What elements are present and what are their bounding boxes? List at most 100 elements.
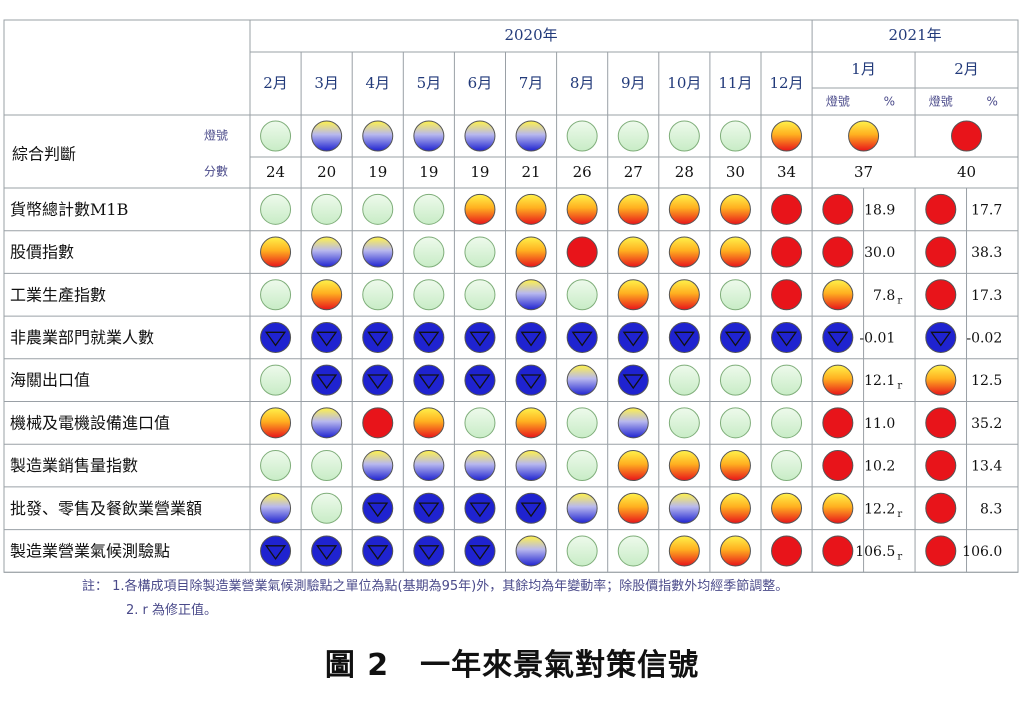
signal-light [515, 535, 547, 567]
signal-light [925, 535, 957, 567]
percent-value: 10.2 [864, 459, 895, 475]
signal-light [464, 492, 496, 524]
signal-light [413, 120, 445, 152]
month-label: 1月 [851, 60, 876, 78]
signal-light [617, 193, 649, 225]
signal-light-triangle [520, 331, 542, 347]
signal-light [668, 492, 700, 524]
signal-light [925, 364, 957, 396]
signal-light [413, 450, 445, 482]
signal-light [951, 120, 983, 152]
row-label: 海關出口值 [10, 371, 90, 390]
composite-score: 28 [675, 163, 694, 181]
signal-light [771, 407, 803, 439]
signal-light [771, 364, 803, 396]
composite-score: 40 [957, 163, 976, 181]
month-label: 3月 [314, 74, 339, 92]
signal-light [668, 279, 700, 311]
signal-light [566, 236, 598, 268]
composite-score: 21 [522, 163, 541, 181]
signal-light-triangle [622, 374, 644, 390]
percent-value: 12.2 [864, 501, 895, 517]
signal-light-triangle [520, 374, 542, 390]
row-label: 批發、零售及餐飲業營業額 [10, 499, 202, 518]
composite-score: 24 [266, 163, 285, 181]
signal-light [515, 364, 547, 396]
row-label: 工業生產指數 [10, 285, 106, 304]
percent-value: 106.5 [855, 544, 895, 560]
signal-light-triangle [367, 374, 389, 390]
signal-light [464, 236, 496, 268]
signal-light [771, 279, 803, 311]
signal-light-triangle [469, 331, 491, 347]
signal-light [668, 535, 700, 567]
composite-score: 27 [624, 163, 643, 181]
signal-light [719, 193, 751, 225]
signal-light [311, 407, 343, 439]
signal-light [771, 193, 803, 225]
month-label: 4月 [365, 74, 390, 92]
percent-value: 38.3 [971, 245, 1002, 261]
signal-light [464, 279, 496, 311]
signal-light [617, 492, 649, 524]
signal-light [771, 321, 803, 353]
signal-light [566, 364, 598, 396]
signal-light [260, 450, 292, 482]
signal-light-triangle [367, 545, 389, 560]
row-label: 非農業部門就業人數 [10, 328, 154, 347]
sub-header-percent: % [884, 95, 895, 109]
signal-light [362, 120, 394, 152]
percent-value: 8.3 [980, 501, 1002, 517]
signal-light [311, 236, 343, 268]
signal-light [617, 450, 649, 482]
signal-light [617, 279, 649, 311]
figure-caption: 圖 2 一年來景氣對策信號 [324, 648, 700, 683]
month-label: 2月 [263, 74, 288, 92]
signal-light [311, 120, 343, 152]
signal-light [822, 450, 854, 482]
signal-light [464, 407, 496, 439]
signal-light [464, 364, 496, 396]
row-label: 股價指數 [10, 243, 74, 262]
composite-score: 26 [573, 163, 592, 181]
signal-light [925, 321, 957, 353]
signal-light [617, 236, 649, 268]
signal-light [260, 321, 292, 353]
signal-light [771, 236, 803, 268]
percent-value: 17.3 [971, 288, 1002, 304]
note-1: 註： 1.各構成項目除製造業營業氣候測驗點之單位為點(基期為95年)外，其餘均為… [82, 579, 789, 594]
month-label: 12月 [770, 74, 804, 92]
signal-light [413, 364, 445, 396]
signal-light [771, 120, 803, 152]
footnotes: 註： 1.各構成項目除製造業營業氣候測驗點之單位為點(基期為95年)外，其餘均為… [82, 575, 788, 623]
percent-value: 7.8 [873, 288, 895, 304]
signal-light [925, 193, 957, 225]
signal-light-triangle [469, 502, 491, 518]
signal-light [822, 364, 854, 396]
sub-header-signal: 燈號 [826, 94, 850, 109]
signal-light-triangle [469, 545, 491, 560]
row-label: 貨幣總計數M1B [10, 200, 128, 219]
signal-light [464, 193, 496, 225]
signal-light [515, 450, 547, 482]
signal-light [719, 120, 751, 152]
signal-light [822, 279, 854, 311]
signal-light [464, 450, 496, 482]
signal-light [515, 407, 547, 439]
signal-light [311, 193, 343, 225]
composite-score: 19 [419, 163, 438, 181]
signal-light [617, 364, 649, 396]
signal-light [566, 120, 598, 152]
row-label: 機械及電機設備進口值 [10, 413, 170, 432]
percent-value: 30.0 [864, 245, 895, 261]
signal-light [822, 193, 854, 225]
signal-light-triangle [418, 374, 440, 390]
signal-light-triangle [469, 374, 491, 390]
signal-light [413, 535, 445, 567]
signal-light-triangle [316, 545, 338, 560]
signal-light [566, 193, 598, 225]
signal-light [848, 120, 880, 152]
signal-light [719, 364, 751, 396]
signal-light [925, 450, 957, 482]
percent-value: 11.0 [864, 416, 895, 432]
